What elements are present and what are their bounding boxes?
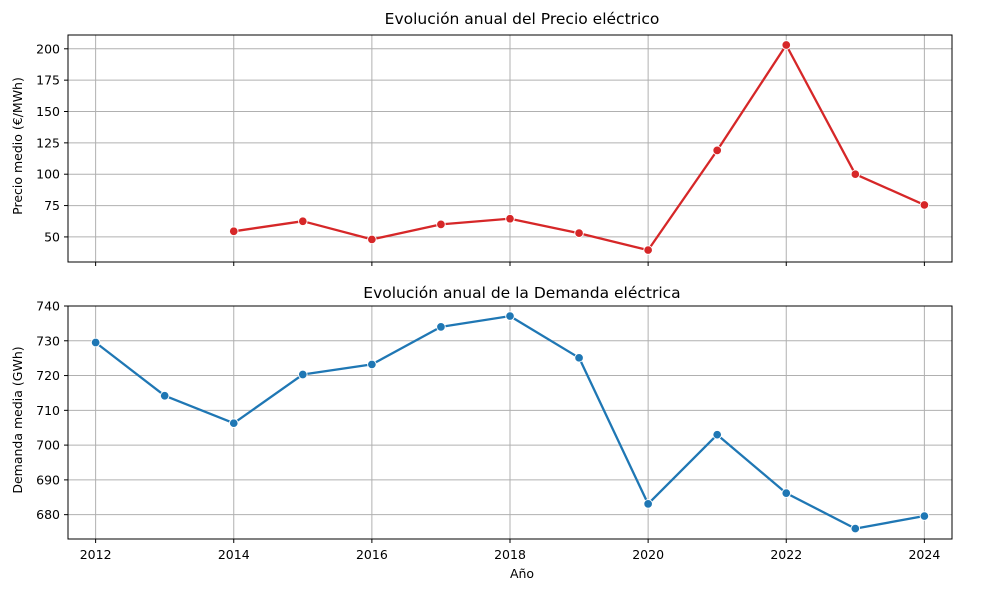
- demand-y-tick-label: 730: [36, 333, 60, 348]
- demand-data-point: [712, 429, 722, 440]
- price-chart-panel: Evolución anual del Precio eléctrico Pre…: [10, 10, 953, 266]
- demand-x-tick-label: 2014: [218, 547, 250, 562]
- demand-chart-panel: Evolución anual de la Demanda eléctrica …: [10, 284, 953, 581]
- price-series-line: [233, 43, 925, 252]
- price-data-point: [367, 234, 377, 245]
- demand-x-tick-label: 2012: [80, 547, 112, 562]
- demand-x-tick-label: 2018: [494, 547, 526, 562]
- price-data-point: [436, 219, 446, 230]
- demand-data-point: [159, 390, 170, 401]
- price-y-axis-label: Precio medio (€/MWh): [10, 77, 25, 215]
- demand-data-point: [298, 369, 308, 380]
- demand-data-point: [436, 322, 446, 332]
- demand-data-point: [90, 337, 101, 348]
- price-data-point: [712, 145, 722, 156]
- demand-y-tick-label: 740: [36, 299, 60, 314]
- price-y-tick-label: 100: [36, 167, 60, 182]
- price-data-point: [298, 216, 308, 226]
- demand-data-point: [781, 488, 792, 498]
- price-chart-title: Evolución anual del Precio eléctrico: [385, 10, 660, 28]
- price-data-point: [781, 40, 792, 50]
- demand-data-point: [919, 511, 930, 521]
- demand-y-tick-label: 690: [36, 472, 60, 487]
- demand-data-point: [228, 418, 239, 428]
- price-y-tick-label: 200: [36, 41, 60, 56]
- price-axes-frame: [67, 34, 953, 263]
- demand-y-tick-label: 720: [36, 368, 60, 383]
- demand-x-tick-label: 2022: [770, 547, 802, 562]
- demand-axes-frame: [67, 305, 953, 540]
- demand-y-tick-label: 680: [36, 507, 60, 522]
- price-data-point: [228, 226, 239, 237]
- price-y-tick-label: 75: [44, 198, 60, 213]
- price-data-point: [850, 169, 861, 179]
- price-data-point: [919, 200, 930, 210]
- price-y-tick-label: 175: [36, 73, 60, 88]
- price-plot-area: 50 75 100 125 150 175 200: [36, 34, 953, 266]
- price-y-tick-label: 125: [36, 135, 60, 150]
- demand-data-point: [505, 311, 515, 321]
- demand-data-point: [367, 359, 377, 370]
- demand-data-point: [643, 499, 653, 509]
- demand-y-axis-label: Demanda media (GWh): [10, 346, 25, 493]
- price-data-point: [643, 245, 653, 255]
- demand-chart-title: Evolución anual de la Demanda eléctrica: [363, 284, 680, 302]
- x-axis-label: Año: [510, 566, 534, 581]
- demand-x-tick-label: 2024: [908, 547, 940, 562]
- price-y-tick-label: 150: [36, 104, 60, 119]
- demand-plot-area: 2012 2014 2016 2018 2020 2022 2024 680 690 700 710…: [36, 299, 953, 562]
- demand-x-tick-label: 2016: [356, 547, 388, 562]
- demand-y-tick-label: 710: [36, 403, 60, 418]
- price-data-point: [505, 213, 515, 224]
- price-y-tick-label: 50: [44, 229, 60, 244]
- demand-x-tick-label: 2020: [632, 547, 664, 562]
- demand-y-tick-label: 700: [36, 438, 60, 453]
- demand-data-point: [850, 523, 861, 534]
- demand-data-point: [574, 353, 584, 363]
- price-data-point: [574, 228, 584, 238]
